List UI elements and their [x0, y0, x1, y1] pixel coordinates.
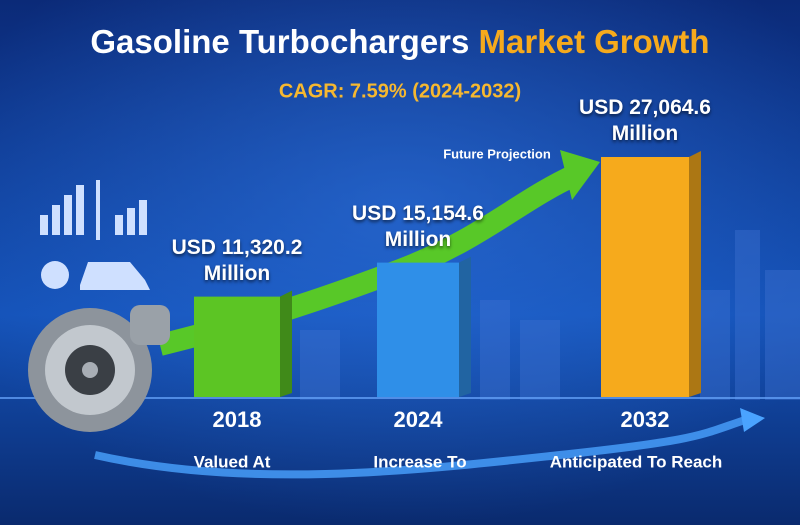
bar — [194, 296, 280, 397]
value-label: USD 27,064.6 Million — [579, 96, 711, 145]
subtitle: CAGR: 7.59% (2024-2032) — [279, 80, 521, 102]
turbocharger — [28, 305, 170, 432]
x-tick-label: 2032 — [621, 407, 670, 432]
icons — [40, 180, 150, 290]
stage-arrow-head — [740, 408, 765, 432]
bar-side — [280, 290, 292, 397]
title-highlight: Market Growth — [479, 23, 710, 60]
bar — [601, 157, 689, 397]
city-skyline — [300, 230, 800, 400]
value-label: USD 15,154.6 Million — [352, 201, 484, 251]
bar — [377, 262, 459, 397]
stage-label: Increase To — [373, 452, 466, 471]
growth-arrow-head — [560, 150, 600, 200]
bar-side — [459, 256, 471, 397]
stage-arrow — [94, 416, 747, 479]
chart-title: Gasoline Turbochargers Market Growth — [90, 23, 709, 60]
annotation: Future Projection — [443, 146, 551, 161]
x-tick-label: 2018 — [213, 407, 262, 432]
title-main: Gasoline Turbochargers — [90, 23, 469, 60]
stage-label: Anticipated To Reach — [550, 452, 723, 471]
stage-label: Valued At — [194, 452, 271, 471]
x-tick-label: 2024 — [394, 407, 444, 432]
bar-side — [689, 151, 701, 397]
value-label: USD 11,320.2 Million — [171, 235, 303, 285]
